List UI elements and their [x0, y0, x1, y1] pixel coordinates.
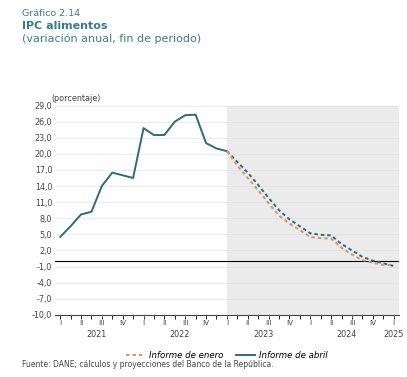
Legend: Informe de enero, Informe de abril: Informe de enero, Informe de abril — [122, 348, 332, 364]
Text: (variación anual, fin de periodo): (variación anual, fin de periodo) — [22, 33, 201, 44]
Text: Gráfico 2.14: Gráfico 2.14 — [22, 9, 81, 18]
Bar — [227, 106, 399, 315]
Text: 2024: 2024 — [337, 330, 357, 339]
Text: IPC alimentos: IPC alimentos — [22, 21, 108, 31]
Text: Fuente: DANE; cálculos y proyecciones del Banco de la República.: Fuente: DANE; cálculos y proyecciones de… — [22, 360, 274, 369]
Text: (porcentaje): (porcentaje) — [52, 94, 101, 103]
Text: 2025: 2025 — [383, 330, 404, 339]
Text: 2022: 2022 — [170, 330, 190, 339]
Text: 2021: 2021 — [87, 330, 107, 339]
Text: 2023: 2023 — [253, 330, 274, 339]
